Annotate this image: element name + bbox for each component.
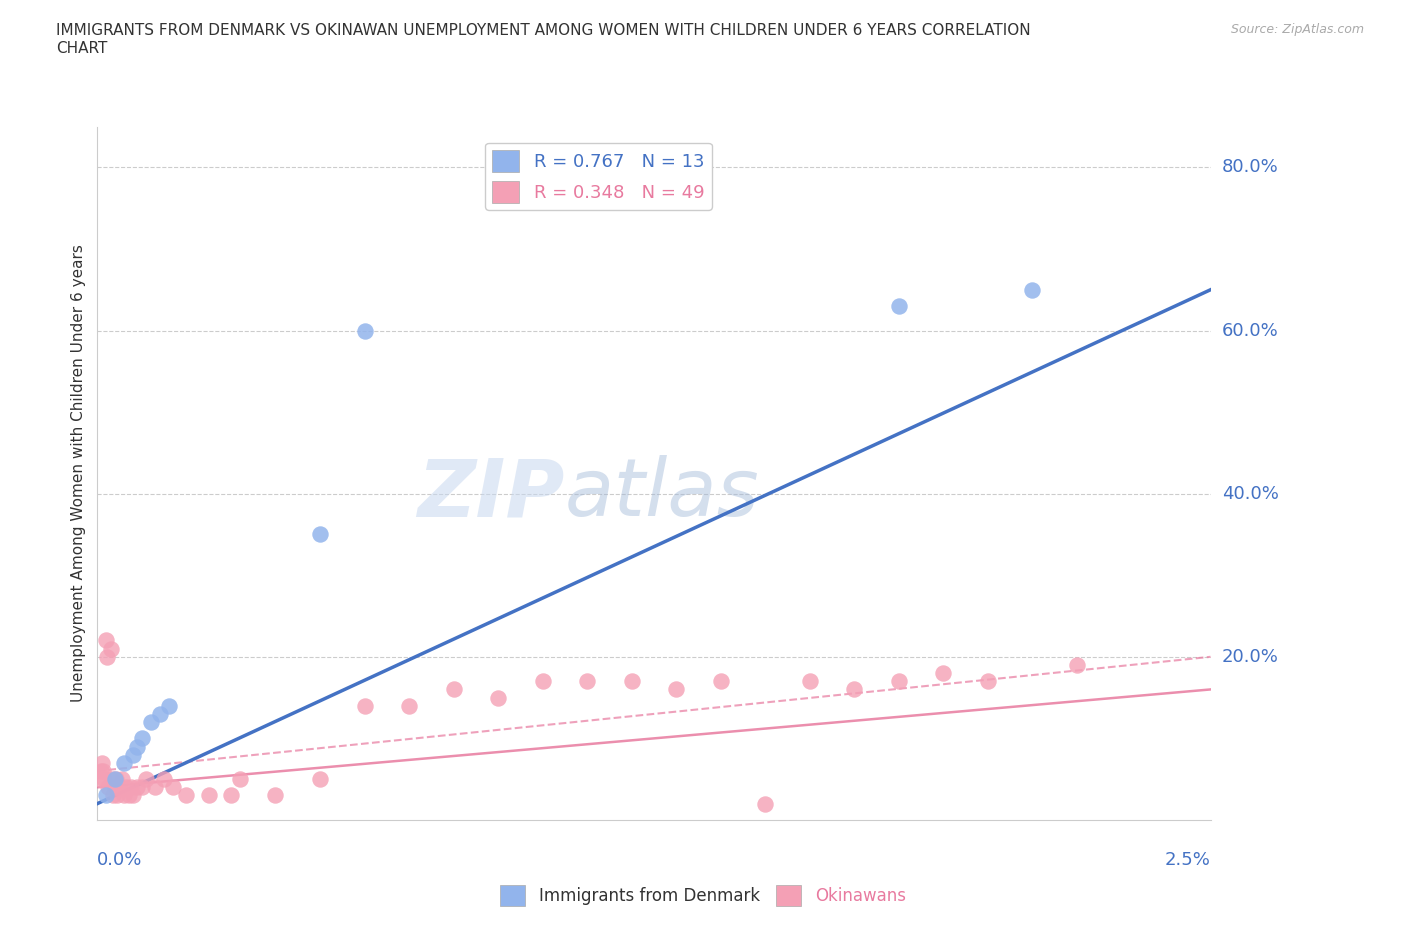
Point — [932, 666, 955, 681]
Point — [176, 788, 198, 803]
Point — [844, 682, 866, 697]
Point — [977, 674, 1000, 689]
Point — [108, 780, 131, 795]
Text: 2.5%: 2.5% — [1164, 851, 1211, 869]
Point — [531, 674, 554, 689]
Point — [1066, 658, 1088, 672]
Point — [153, 772, 176, 787]
Point — [353, 698, 375, 713]
Point — [143, 780, 166, 795]
Point — [100, 641, 122, 656]
Legend: R = 0.767   N = 13, R = 0.348   N = 49: R = 0.767 N = 13, R = 0.348 N = 49 — [485, 142, 711, 210]
Point — [127, 739, 149, 754]
Point — [111, 772, 134, 787]
Point — [104, 772, 127, 787]
Text: ZIP: ZIP — [418, 455, 565, 533]
Text: 0.0%: 0.0% — [97, 851, 143, 869]
Point — [443, 682, 465, 697]
Point — [105, 772, 128, 787]
Point — [112, 788, 135, 803]
Text: 20.0%: 20.0% — [1222, 648, 1278, 666]
Text: 40.0%: 40.0% — [1222, 485, 1278, 502]
Point — [139, 714, 162, 729]
Point — [710, 674, 733, 689]
Point — [93, 772, 115, 787]
Point — [665, 682, 688, 697]
Point — [149, 707, 172, 722]
Point — [1021, 283, 1043, 298]
Point — [754, 796, 776, 811]
Point — [353, 323, 375, 338]
Point — [90, 764, 112, 778]
Point — [101, 788, 124, 803]
Point — [131, 731, 153, 746]
Y-axis label: Unemployment Among Women with Children Under 6 years: Unemployment Among Women with Children U… — [72, 245, 86, 702]
Text: 60.0%: 60.0% — [1222, 322, 1278, 339]
Text: 80.0%: 80.0% — [1222, 158, 1278, 177]
Text: atlas: atlas — [565, 455, 759, 533]
Point — [219, 788, 242, 803]
Point — [799, 674, 821, 689]
Point — [162, 780, 184, 795]
Point — [96, 788, 118, 803]
Point — [105, 788, 128, 803]
Point — [131, 780, 153, 795]
Point — [135, 772, 157, 787]
Point — [97, 780, 120, 795]
Point — [115, 780, 138, 795]
Point — [112, 755, 135, 770]
Point — [122, 788, 145, 803]
Point — [620, 674, 643, 689]
Point — [122, 747, 145, 762]
Point — [120, 780, 142, 795]
Point — [486, 690, 509, 705]
Point — [309, 772, 332, 787]
Text: Source: ZipAtlas.com: Source: ZipAtlas.com — [1230, 23, 1364, 36]
Legend: Immigrants from Denmark, Okinawans: Immigrants from Denmark, Okinawans — [494, 879, 912, 912]
Point — [576, 674, 599, 689]
Point — [127, 780, 149, 795]
Point — [309, 527, 332, 542]
Point — [91, 764, 114, 778]
Point — [96, 633, 118, 648]
Point — [157, 698, 180, 713]
Point — [89, 772, 111, 787]
Point — [100, 772, 122, 787]
Point — [96, 649, 118, 664]
Point — [887, 299, 910, 313]
Point — [90, 755, 112, 770]
Point — [887, 674, 910, 689]
Point — [264, 788, 287, 803]
Point — [398, 698, 420, 713]
Point — [117, 788, 139, 803]
Point — [104, 780, 127, 795]
Point — [229, 772, 252, 787]
Point — [197, 788, 219, 803]
Text: IMMIGRANTS FROM DENMARK VS OKINAWAN UNEMPLOYMENT AMONG WOMEN WITH CHILDREN UNDER: IMMIGRANTS FROM DENMARK VS OKINAWAN UNEM… — [56, 23, 1031, 56]
